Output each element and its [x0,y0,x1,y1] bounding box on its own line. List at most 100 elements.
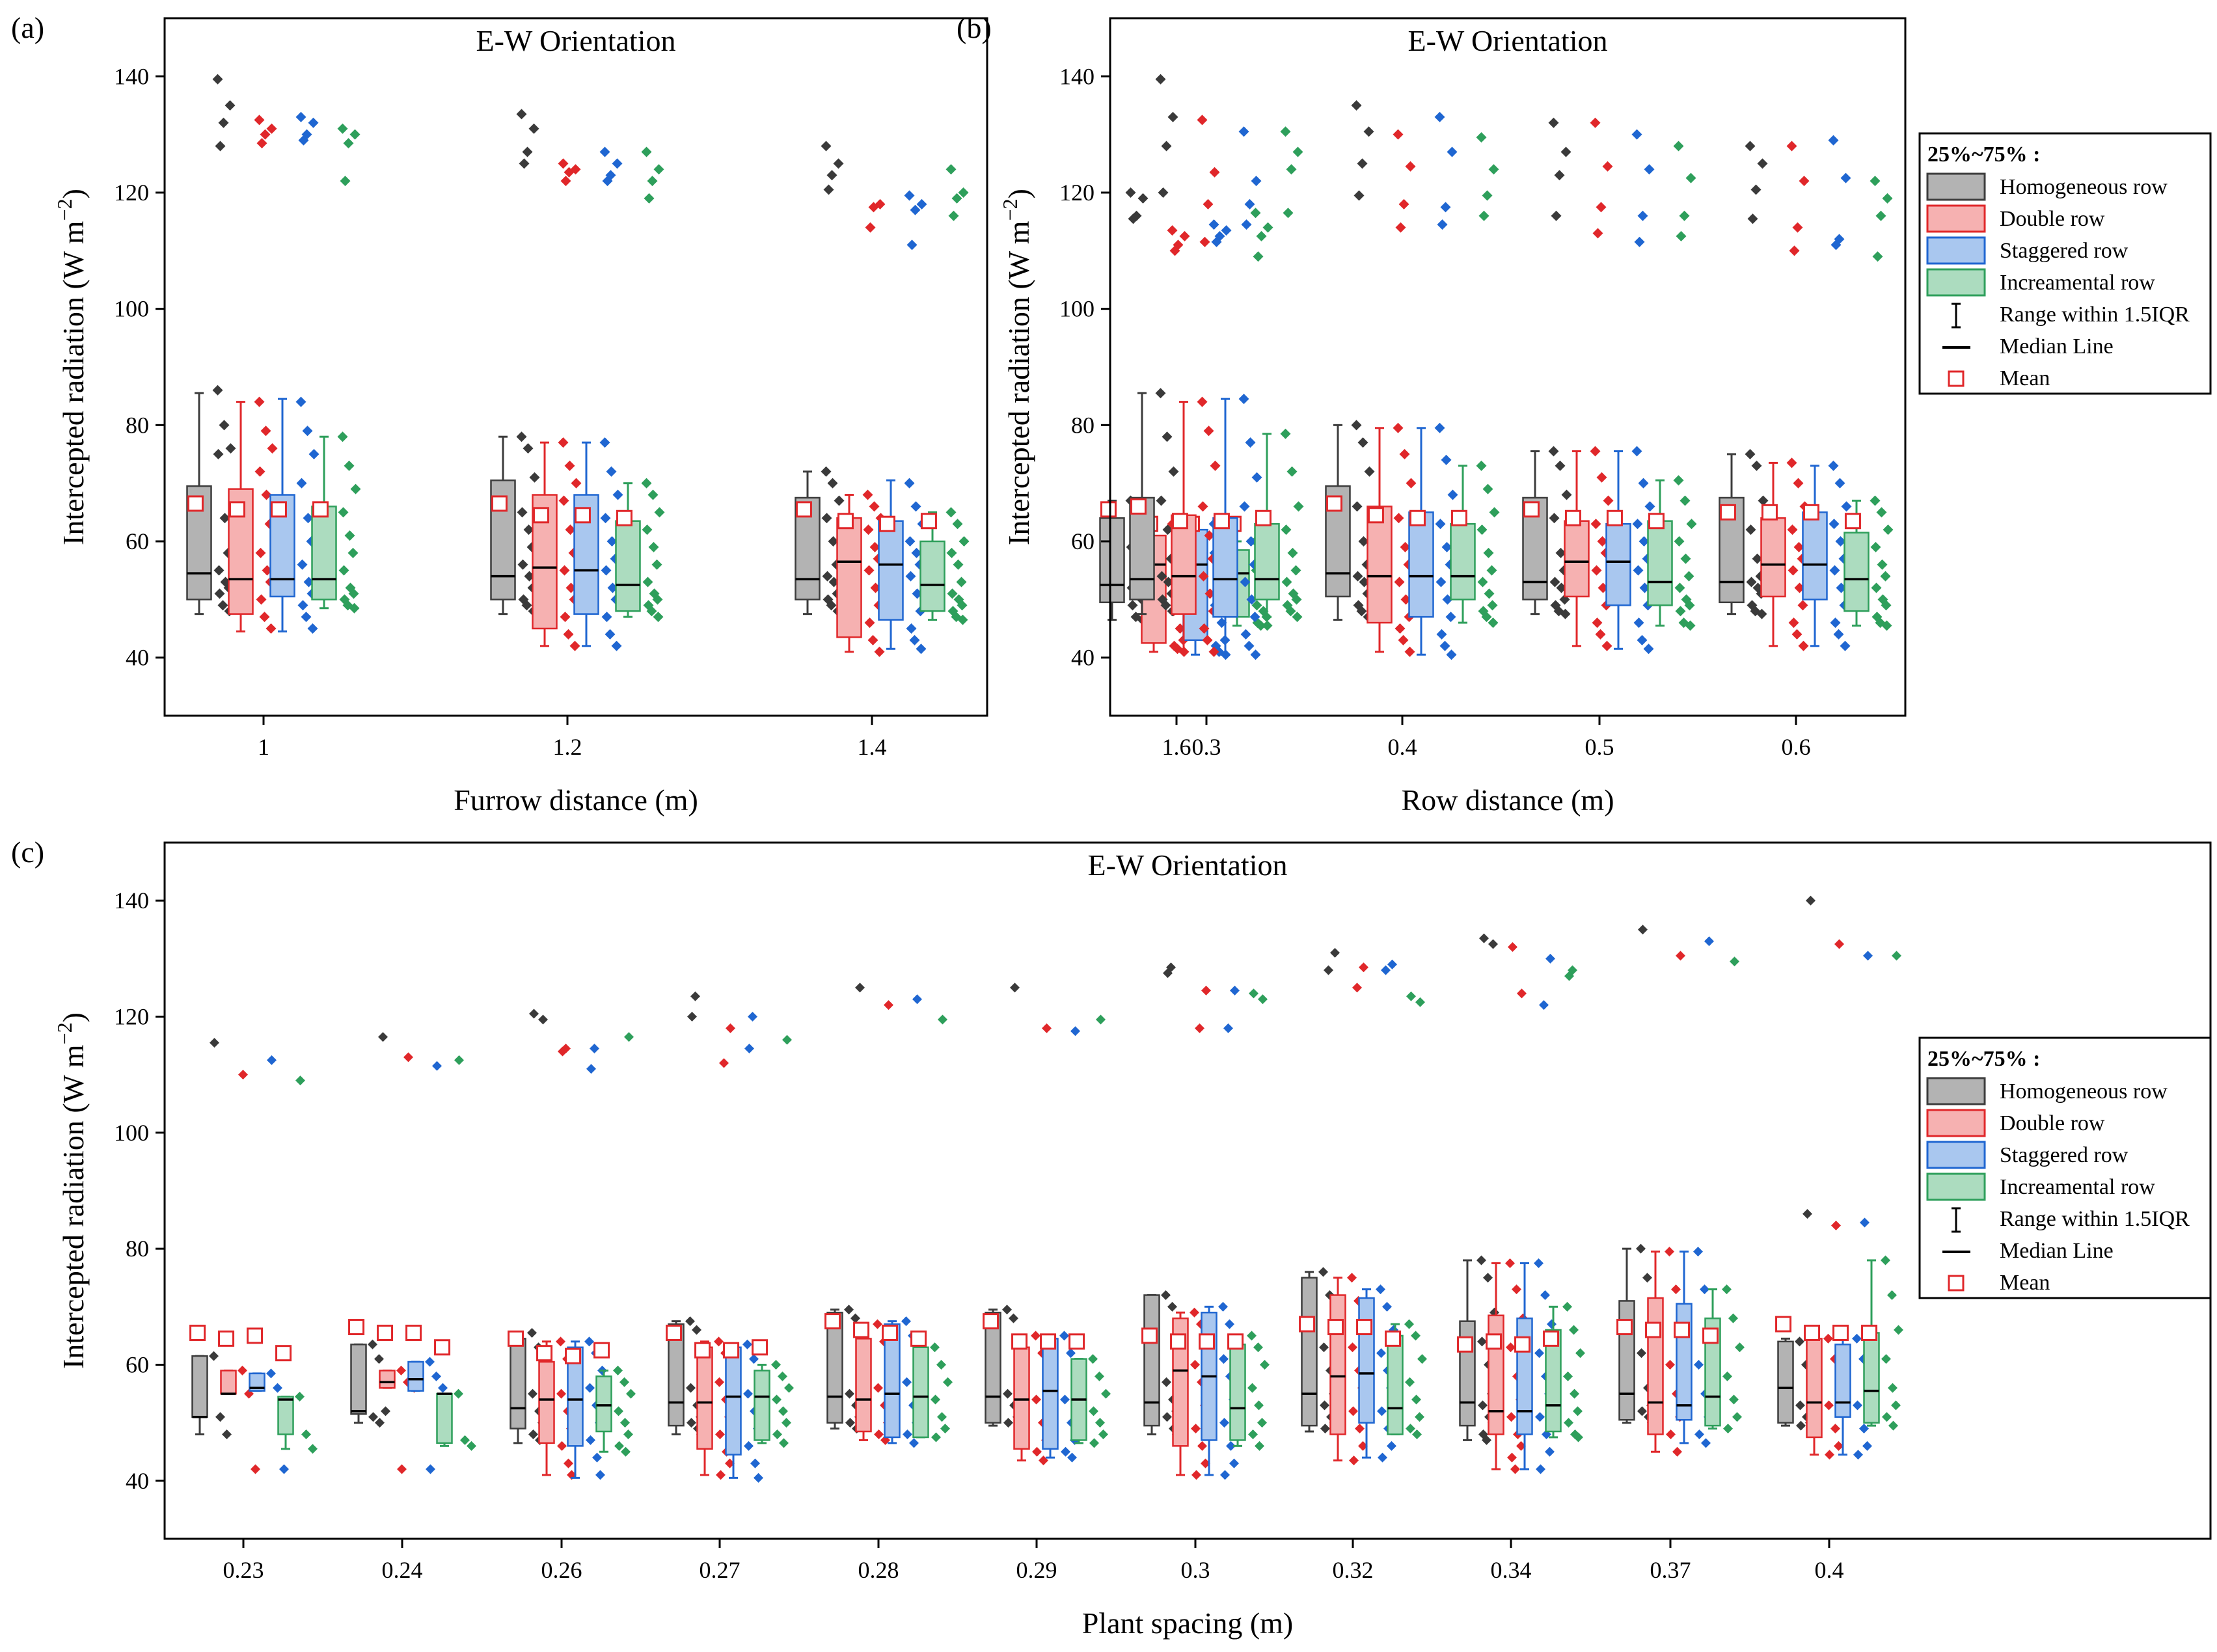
mean-marker [1255,509,1272,526]
legend-bottom: 25%~75% : Homogeneous row Double row Stagge… [1918,1036,2212,1299]
data-point [1197,115,1208,126]
data-point [1214,231,1225,241]
data-point [1701,1438,1711,1448]
data-point [754,1472,763,1483]
mean-marker [910,1330,927,1347]
iqr-box [1802,511,1828,601]
data-point [1437,219,1448,230]
data-point [1882,1412,1892,1422]
data-point [1061,1446,1070,1457]
legend-median-label: Median Line [2000,334,2114,359]
data-point [642,524,653,535]
iqr-box [379,1370,396,1389]
iqr-box [1760,517,1786,598]
mean-marker [1367,507,1384,524]
data-point [1225,1319,1234,1329]
data-point [516,109,527,120]
data-point [556,1336,565,1347]
data-point [1488,164,1499,175]
data-point [1381,965,1391,975]
data-point [916,643,927,655]
y-tick-label: 40 [1071,645,1095,671]
y-axis-title: Intercepted radiation (W m−2) [53,189,90,545]
data-point [1859,1424,1869,1434]
data-point [641,478,652,489]
data-point [1596,202,1607,213]
data-point [516,431,527,442]
data-point [1597,536,1608,547]
data-point [1489,507,1500,518]
iqr-box [1212,517,1238,618]
data-point [1793,478,1804,489]
x-tick-label: 1.4 [858,734,887,760]
data-point [1555,460,1566,471]
box-increamental-row [275,1076,318,1454]
data-point [1723,1424,1733,1434]
data-point [612,489,623,500]
data-point [1883,524,1894,535]
data-point [1685,172,1696,183]
data-point [1569,1325,1579,1335]
data-point [1545,1446,1555,1457]
data-point [1674,536,1685,547]
data-point [1536,1464,1545,1474]
data-point [1435,576,1447,588]
data-point [743,1388,753,1399]
data-point [1506,1412,1516,1422]
data-point [821,513,832,524]
mean-marker [1327,1319,1344,1336]
data-point [867,634,878,645]
data-point [948,210,959,221]
data-point [863,524,874,535]
data-point [1603,495,1614,506]
data-point [307,623,318,634]
iqr-box [1129,496,1155,601]
data-point [1638,925,1648,935]
mean-marker [508,1330,524,1347]
mean-marker [275,1345,292,1362]
legend-label: Double row [2000,207,2105,231]
x-tick-label: 0.37 [1650,1557,1691,1583]
mean-marker [1356,1319,1373,1336]
data-point [1199,236,1210,247]
data-point [219,513,230,524]
data-point [1244,198,1255,210]
data-point [454,1055,464,1065]
data-point [1239,501,1250,512]
data-point [1400,541,1411,552]
data-point [1363,126,1374,137]
data-point [1238,126,1249,137]
data-point [641,146,652,157]
mean-marker [1171,513,1188,530]
data-point [267,443,278,454]
box-increamental-row [1068,1014,1111,1448]
mean-marker [270,501,287,518]
data-point [1683,571,1694,582]
data-point [1356,606,1367,617]
data-point [564,460,575,471]
data-point [725,1458,735,1469]
data-point [1673,141,1684,152]
data-point [1244,640,1255,651]
data-point [874,646,885,657]
data-point [1406,991,1416,1001]
data-point [224,100,236,111]
mean-marker [1040,1333,1057,1350]
x-tick-label: 0.27 [700,1557,741,1583]
y-axis-title-exp: −2 [53,1022,76,1044]
data-point [556,1388,566,1399]
box-increamental-row [1543,965,1585,1442]
data-point [1240,629,1251,640]
data-point [1823,1333,1833,1344]
data-point [1791,629,1802,640]
data-point [564,1458,573,1469]
mean-marker [1645,1321,1662,1338]
mean-marker [694,1342,711,1359]
data-point [1788,617,1799,629]
mean-marker [532,507,549,524]
data-point [1439,640,1450,651]
data-point [1357,158,1368,169]
data-point [1863,951,1873,961]
data-point [1292,146,1303,157]
data-point [1088,1354,1098,1364]
